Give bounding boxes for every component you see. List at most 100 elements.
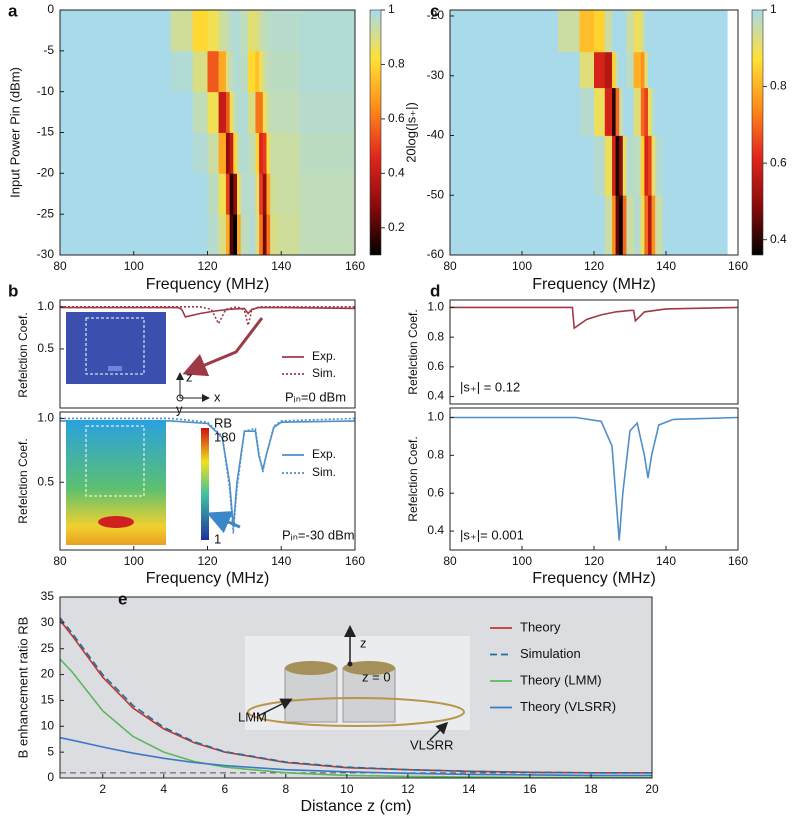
heat-cell [207,50,219,93]
heat-cell [60,132,172,174]
annotation: |s₊| = 0.12 [460,379,520,394]
inset-image [66,312,166,384]
heat-cell [644,51,649,89]
heat-cell [237,173,242,215]
heat-cell [655,135,663,196]
heat-cell [233,91,238,133]
y-tick-label: 1.0 [37,411,54,425]
y-tick-label: 30 [41,615,55,629]
heat-cell [604,195,613,255]
heat-cell [277,173,301,215]
heat-cell [640,135,645,196]
heat-cell [170,173,194,215]
heat-cell [248,173,256,215]
heat-cell [240,132,249,174]
heat-cell [207,10,219,52]
inset-origin [347,661,353,667]
heat-cell [259,50,264,93]
heat-cell [619,135,624,196]
x-tick-label: 80 [53,554,67,568]
y-tick-label: -50 [427,187,445,201]
panel-label: e [118,589,127,608]
legend-label: Theory (VLSRR) [520,699,616,714]
heat-cell [218,173,227,215]
heat-cell [277,132,301,174]
heat-cell [651,195,656,255]
heat-cell [233,173,238,215]
heat-cell [604,51,613,89]
inset-hotspot [98,516,134,528]
heat-cell [270,132,278,174]
y-tick-label: -60 [427,247,445,261]
x-tick-label: 100 [512,259,532,273]
heat-cell [684,135,728,196]
x-tick-label: 160 [345,554,365,568]
y-tick-label: -10 [37,84,55,98]
heat-cell [259,10,264,52]
y-axis-title: B enhancement ratio RB [15,617,30,759]
heat-cell [594,135,606,196]
heat-cell [640,195,645,255]
heat-cell [684,195,728,255]
heat-cell [558,10,580,53]
heat-cell [170,132,194,174]
heat-cell [626,195,634,255]
x-tick-label: 18 [584,782,598,796]
heat-cell [248,132,256,174]
inset-arrow [182,317,264,377]
heat-cell [266,10,271,52]
heat-cell [662,10,685,53]
y-tick-label: 0.4 [427,389,444,403]
series-line [60,658,652,778]
heat-cell [225,132,231,174]
x-tick-label: 100 [124,554,144,568]
heat-cell [558,135,580,196]
inset-outline [85,317,145,375]
heat-cell [266,91,271,133]
heat-cell [684,51,728,89]
panel-label: b [8,281,18,300]
y-tick-label: 0.8 [427,329,444,343]
colorbar-tick-label: 1 [770,2,777,16]
heat-cell [192,50,208,93]
heat-cell [612,51,616,89]
heat-cell [259,132,264,174]
heat-cell [229,132,234,174]
y-tick-label: -20 [427,8,445,22]
x-tick-label: 120 [197,259,217,273]
x-tick-label: 160 [728,554,748,568]
heat-cell [240,173,249,215]
heat-cell [277,214,301,255]
heat-cell [248,91,256,133]
heat-cell [218,132,227,174]
legend-label: Simulation [520,646,581,661]
heat-cell [207,132,219,174]
heat-cell [558,87,580,136]
heat-cell [450,135,559,196]
heat-cell [237,50,242,93]
heat-cell [594,51,606,89]
series-line [450,416,738,541]
heat-cell [259,91,264,133]
y-tick-label: 0.4 [427,523,444,537]
heat-cell [240,50,249,93]
colorbar-tick-label: 0.2 [388,220,405,234]
heat-cell [60,173,172,215]
y-tick-label: 20 [41,667,55,681]
y-tick-label: 0.6 [427,485,444,499]
heat-cell [266,214,271,255]
x-tick-label: 160 [728,259,748,273]
heat-cell [644,10,649,53]
heat-cell [248,10,256,52]
x-tick-label: 80 [53,259,67,273]
heat-cell [262,214,267,255]
legend-label: Theory (LMM) [520,672,602,687]
x-tick-label: 4 [160,782,167,796]
y-axis-title: Refelction Coef. [406,436,420,521]
heat-cell [633,51,642,89]
colorbar-tick-label: 1 [388,2,395,16]
heat-cell [604,87,613,136]
heat-cell [233,10,238,52]
heat-cell [651,10,656,53]
y-axis-title: Refelction Coef. [16,312,30,397]
